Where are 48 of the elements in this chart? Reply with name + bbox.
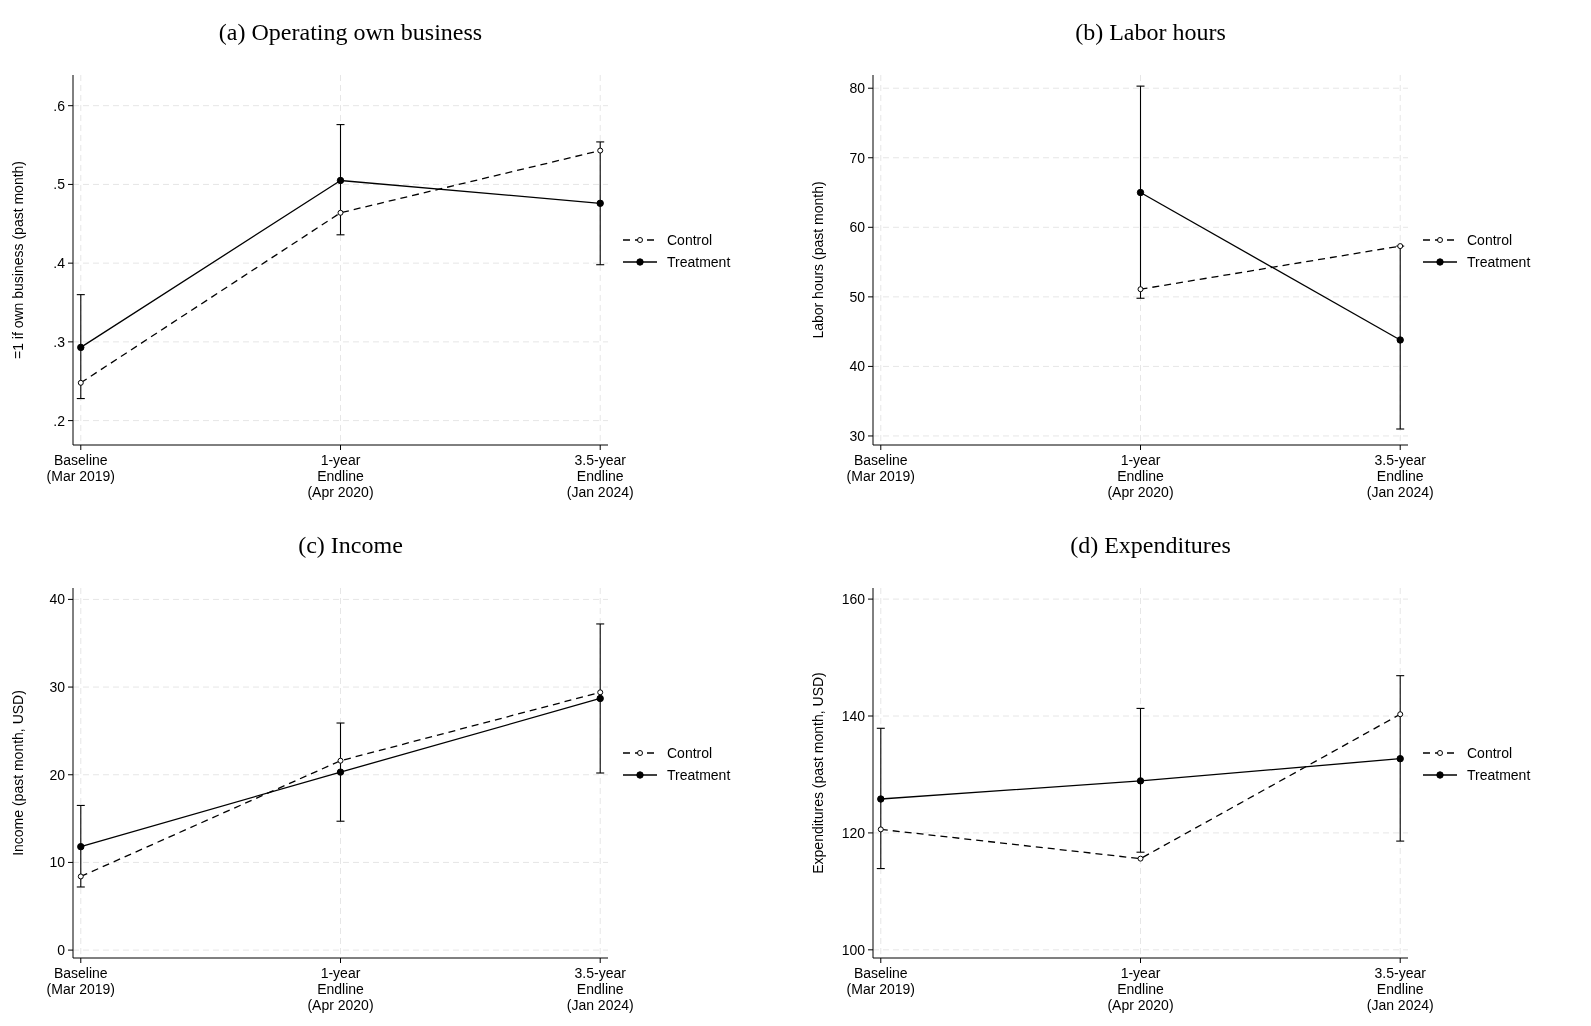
y-tick-label: 0 xyxy=(57,942,66,959)
y-tick-label: .3 xyxy=(53,333,66,350)
legend-label: Control xyxy=(667,744,713,761)
y-tick-label: 30 xyxy=(849,427,866,444)
legend-label: Control xyxy=(1467,744,1513,761)
y-axis-title: Labor hours (past month) xyxy=(810,181,826,339)
x-tick-label: 1-year Endline (Apr 2020) xyxy=(307,965,374,1013)
y-tick-label: 60 xyxy=(849,219,866,236)
x-tick-label: 3.5-year Endline (Jan 2024) xyxy=(1366,965,1434,1013)
y-axis-title: =1 if own business (past month) xyxy=(10,160,26,360)
x-tick-label: 3.5-year Endline (Jan 2024) xyxy=(1366,452,1434,500)
legend-label: Treatment xyxy=(667,253,731,270)
y-tick-label: 10 xyxy=(49,854,66,871)
x-tick-label: Baseline (Mar 2019) xyxy=(46,452,116,484)
x-tick-label: 3.5-year Endline (Jan 2024) xyxy=(566,965,634,1013)
x-tick-label: 1-year Endline (Apr 2020) xyxy=(1107,452,1174,500)
chart-title: (c) Income xyxy=(298,532,403,558)
y-tick-label: 40 xyxy=(49,591,66,608)
y-tick-label: 120 xyxy=(841,824,866,841)
y-tick-label: 80 xyxy=(849,80,866,97)
chart-title: (b) Labor hours xyxy=(1075,19,1226,45)
y-tick-label: 20 xyxy=(49,766,66,783)
legend-label: Control xyxy=(667,231,713,248)
y-tick-label: .5 xyxy=(53,176,66,193)
y-tick-label: 140 xyxy=(841,707,866,724)
legend-label: Treatment xyxy=(1467,253,1531,270)
legend-label: Treatment xyxy=(1467,766,1531,783)
y-tick-label: .2 xyxy=(53,412,66,429)
x-tick-label: 1-year Endline (Apr 2020) xyxy=(307,452,374,500)
y-tick-label: 40 xyxy=(849,358,866,375)
y-axis-title: Expenditures (past month, USD) xyxy=(810,672,826,874)
legend-label: Treatment xyxy=(667,766,731,783)
y-tick-label: 70 xyxy=(849,149,866,166)
chart-title: (a) Operating own business xyxy=(218,19,483,45)
x-tick-label: Baseline (Mar 2019) xyxy=(46,965,116,997)
x-tick-label: 1-year Endline (Apr 2020) xyxy=(1107,965,1174,1013)
y-tick-label: 160 xyxy=(841,591,866,608)
y-axis-title: Income (past month, USD) xyxy=(10,690,26,856)
y-tick-label: 30 xyxy=(49,678,66,695)
y-tick-label: .6 xyxy=(53,97,66,114)
y-tick-label: .4 xyxy=(53,255,66,272)
y-tick-label: 50 xyxy=(849,288,866,305)
chart-title: (d) Expenditures xyxy=(1070,532,1231,558)
x-tick-label: Baseline (Mar 2019) xyxy=(846,965,916,997)
y-tick-label: 100 xyxy=(841,941,866,958)
x-tick-label: Baseline (Mar 2019) xyxy=(846,452,916,484)
legend-label: Control xyxy=(1467,231,1513,248)
x-tick-label: 3.5-year Endline (Jan 2024) xyxy=(566,452,634,500)
